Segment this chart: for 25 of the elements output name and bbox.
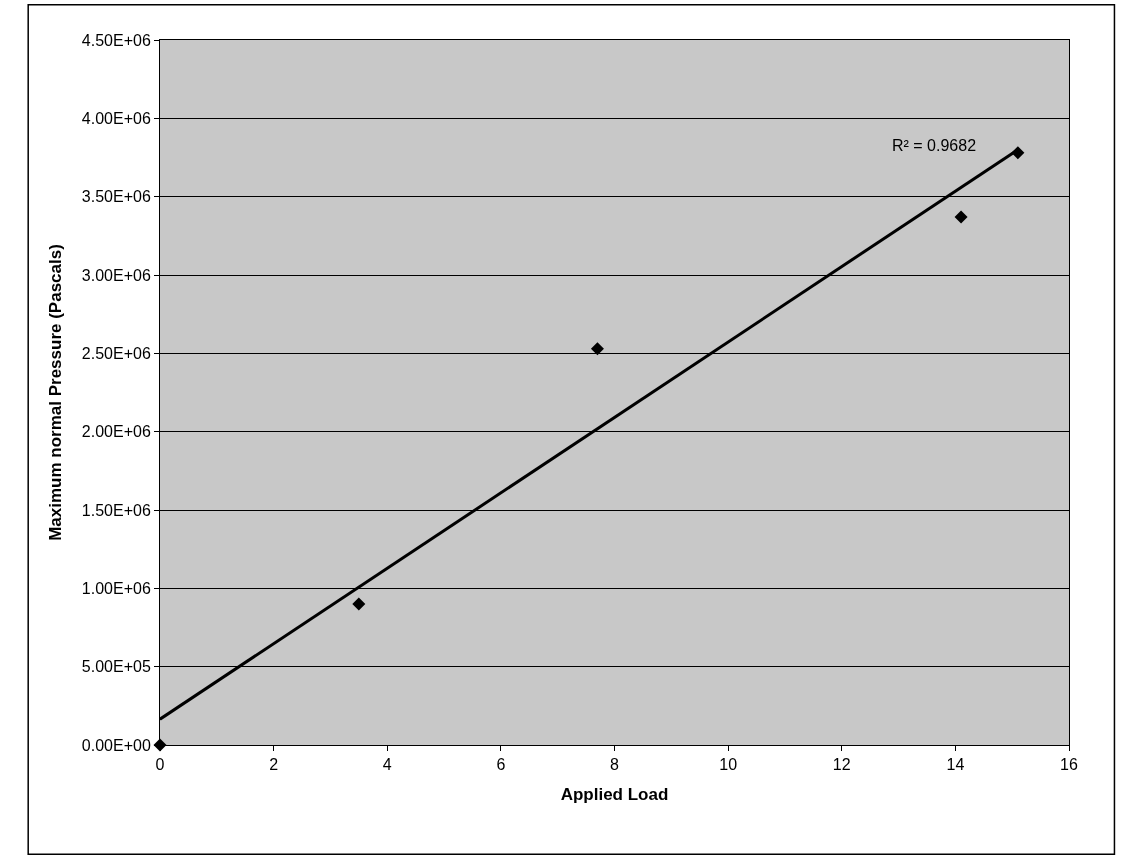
- y-tick-label: 4.50E+06: [81, 31, 151, 49]
- y-tick-label: 1.50E+06: [81, 501, 151, 519]
- y-tick-label: 3.50E+06: [81, 188, 151, 206]
- y-axis-title: Maximum normal Pressure (Pascals): [46, 244, 66, 541]
- y-tick-label: 5.00E+05: [81, 658, 151, 676]
- y-tick-label: 2.00E+06: [81, 423, 151, 441]
- x-tick-label: 6: [496, 756, 506, 774]
- y-tick-label: 1.00E+06: [81, 579, 151, 597]
- point: [590, 342, 604, 356]
- point: [954, 210, 968, 224]
- x-tick-label: 14: [946, 756, 965, 774]
- point: [352, 597, 366, 611]
- y-tick-label: 0.00E+00: [81, 736, 151, 754]
- annotation: R² = 0.9682: [892, 137, 977, 154]
- x-tick-label: 2: [269, 756, 279, 774]
- x-tick-label: 10: [719, 756, 738, 774]
- x-tick-label: 4: [382, 756, 392, 774]
- x-tick-label: 12: [832, 756, 851, 774]
- x-tick-label: 8: [610, 756, 620, 774]
- x-axis-title: Applied Load: [560, 784, 669, 804]
- y-tick-label: 2.50E+06: [81, 344, 151, 362]
- y-tick-label: 4.00E+06: [81, 109, 151, 127]
- y-tick-label: 3.00E+06: [81, 266, 151, 284]
- x-tick-label: 0: [155, 756, 165, 774]
- x-tick-label: 16: [1060, 756, 1078, 774]
